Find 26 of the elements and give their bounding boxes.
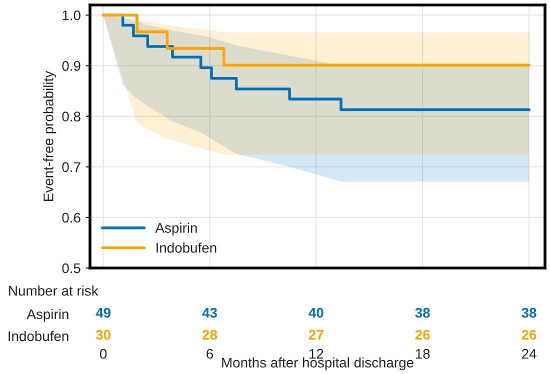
y-tick-label: 0.5 bbox=[62, 263, 80, 274]
y-axis-title: Event-free probability bbox=[43, 70, 56, 201]
chart-title: Number at risk bbox=[9, 286, 98, 296]
x-tick-label: 0 bbox=[100, 348, 107, 359]
data-label: 28 bbox=[202, 330, 218, 340]
y-tick-label: 1.0 bbox=[62, 10, 80, 20]
data-label: 43 bbox=[202, 308, 217, 318]
data-label: 38 bbox=[522, 308, 536, 318]
data-label: 27 bbox=[308, 330, 324, 340]
y-tick-label: 0.9 bbox=[62, 61, 80, 71]
data-label: 30 bbox=[96, 330, 110, 340]
data-label: 38 bbox=[415, 308, 430, 318]
data-label: 49 bbox=[96, 308, 111, 318]
y-tick-label: 0.7 bbox=[62, 162, 80, 172]
data-label: 26 bbox=[522, 330, 536, 340]
x-tick-label: 6 bbox=[206, 348, 213, 359]
data-label: 40 bbox=[308, 308, 324, 318]
y-tick-label: 0.6 bbox=[62, 212, 80, 223]
legend-label: Aspirin bbox=[155, 222, 197, 236]
y-tick-label: 0.8 bbox=[62, 112, 80, 122]
data-label: 26 bbox=[415, 330, 430, 340]
x-tick-label: 18 bbox=[416, 348, 430, 359]
x-axis-title: Months after hospital discharge bbox=[222, 357, 414, 370]
legend-label: Indobufen bbox=[156, 242, 216, 253]
x-tick-label: 24 bbox=[522, 348, 536, 359]
x-tick-label: 12 bbox=[310, 348, 324, 359]
